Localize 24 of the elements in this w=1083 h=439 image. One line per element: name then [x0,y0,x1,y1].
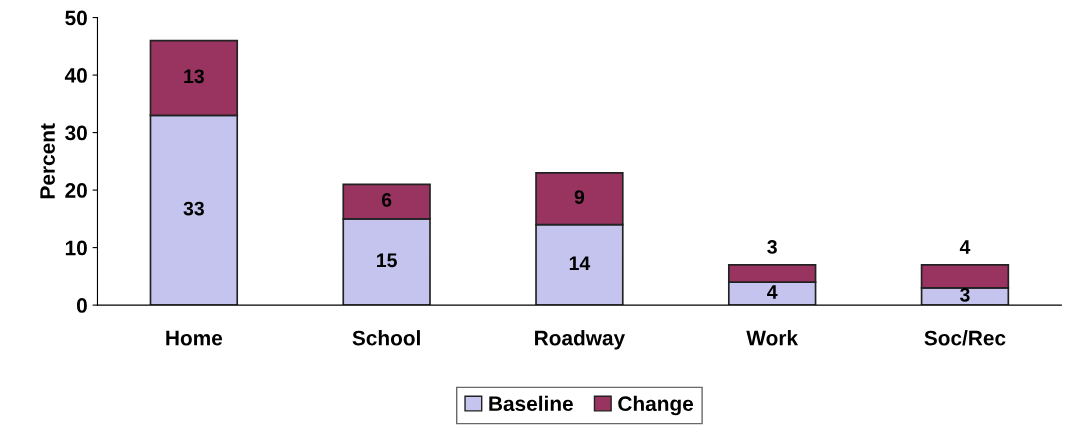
y-axis-title: Percent [40,123,55,199]
data-label: 33 [183,201,204,216]
data-label: 14 [569,256,591,270]
data-label: 4 [959,240,971,254]
y-tick-label: 40 [64,68,87,83]
legend-label: Baseline [489,395,573,412]
x-tick-label: Soc/Rec [924,330,1006,346]
y-tick-label: 30 [65,125,87,141]
data-label: 4 [767,285,778,299]
y-tick-label: 0 [76,298,87,313]
data-label: 9 [574,190,585,204]
data-label: 15 [377,253,397,268]
data-label: 6 [381,193,392,207]
y-tick-label: 50 [65,10,87,26]
y-tick-label: 20 [65,183,87,198]
data-label: 3 [767,240,777,254]
data-label: 13 [184,69,204,84]
legend-label: Change [618,395,694,416]
x-tick-label: Home [166,330,223,346]
x-tick-label: Roadway [535,330,626,350]
y-tick-label: 10 [65,240,87,256]
x-tick-label: Work [746,330,799,346]
data-label: 3 [959,287,970,302]
x-tick-label: School [352,330,420,346]
